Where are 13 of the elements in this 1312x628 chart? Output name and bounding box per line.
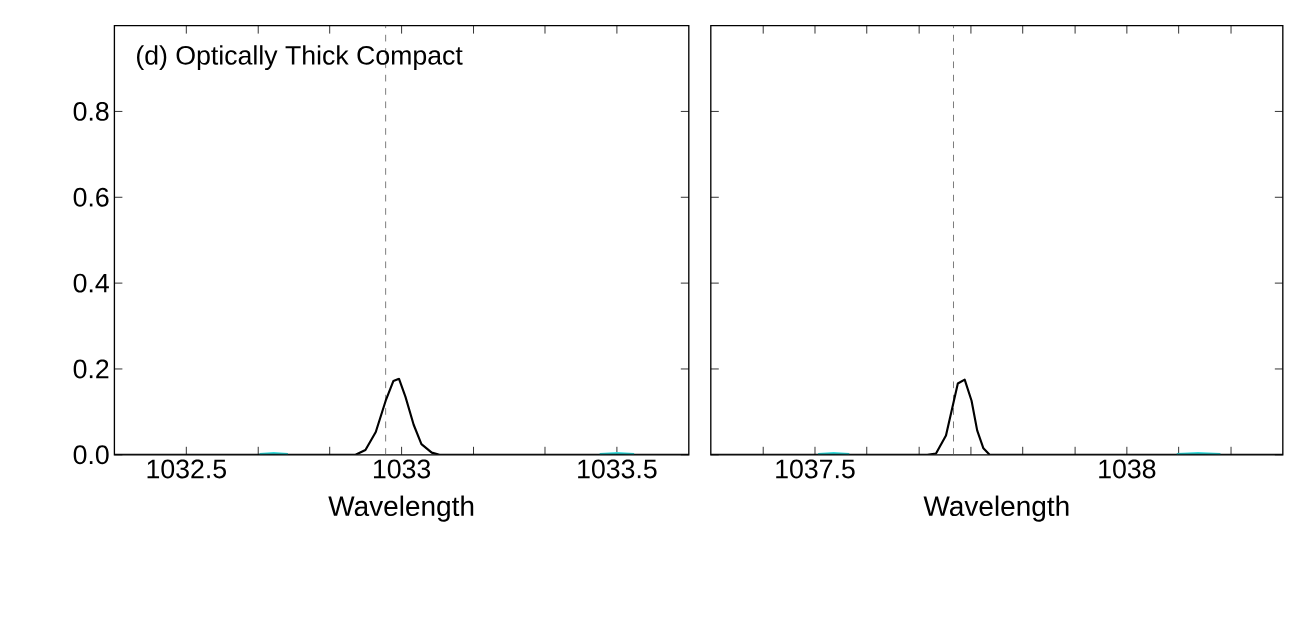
y-tick-label: 0.4 <box>73 273 109 293</box>
x-axis-title: Wavelength <box>328 495 474 522</box>
x-tick-label: 1033 <box>373 459 431 479</box>
x-tick-label: 1032.5 <box>147 459 226 479</box>
x-tick-label: 1033.5 <box>578 459 657 479</box>
annotation: (d) Optically Thick Compact <box>137 45 463 71</box>
y-tick-label: 0.6 <box>73 187 109 207</box>
x-tick-label: 1037.5 <box>776 459 855 479</box>
x-tick-label: 1038 <box>1099 459 1156 479</box>
y-tick-label: 0.2 <box>73 359 109 379</box>
y-tick-label: 0.0 <box>73 445 109 465</box>
y-tick-label: 0.8 <box>73 102 109 121</box>
x-axis-title: Wavelength <box>923 495 1069 522</box>
